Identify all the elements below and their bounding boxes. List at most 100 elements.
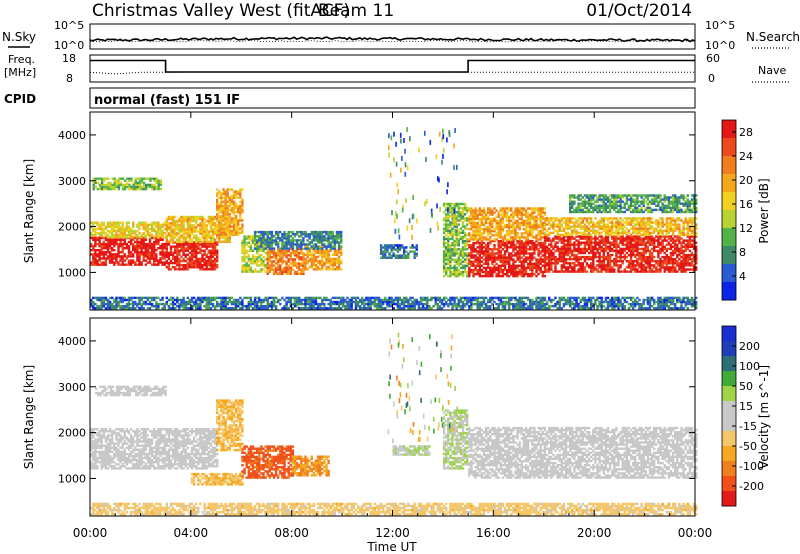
range-cell (102, 229, 105, 233)
range-cell (537, 232, 540, 235)
range-cell (562, 255, 566, 259)
range-cell (266, 252, 269, 255)
range-cell (184, 232, 187, 235)
range-cell (634, 249, 637, 253)
range-cell (205, 261, 208, 265)
range-cell (451, 233, 454, 237)
range-cell (484, 225, 488, 229)
range-cell (228, 217, 231, 220)
range-cell (461, 274, 465, 278)
range-cell (667, 258, 671, 261)
range-cell (503, 272, 507, 276)
range-cell (207, 255, 210, 259)
range-cell (524, 246, 528, 249)
range-cell (487, 232, 490, 235)
range-cell (531, 256, 534, 259)
range-cell (531, 215, 534, 218)
range-cell (180, 230, 183, 233)
range-cell (491, 272, 494, 276)
range-cell (552, 217, 555, 220)
range-cell (113, 181, 116, 185)
range-cell (108, 247, 112, 250)
range-cell (478, 262, 481, 265)
range-cell (564, 247, 568, 251)
range-cell (138, 225, 141, 229)
range-cell (625, 237, 629, 240)
range-cell (623, 270, 626, 273)
range-cell (220, 208, 223, 212)
range-cell (316, 259, 320, 263)
range-cell (560, 270, 563, 273)
range-cell (608, 262, 612, 265)
range-cell (648, 268, 652, 271)
range-cell (169, 238, 173, 241)
range-cell (405, 256, 408, 259)
range-cell (247, 249, 250, 253)
range-cell (119, 233, 122, 237)
range-cell (619, 264, 622, 267)
range-cell (260, 260, 263, 263)
range-cell (186, 245, 189, 248)
range-cell (98, 236, 101, 240)
range-cell (138, 261, 141, 264)
range-cell (182, 215, 185, 219)
range-cell (243, 247, 246, 251)
range-cell (449, 256, 452, 259)
range-cell (548, 247, 551, 251)
range-cell (102, 221, 105, 224)
range-cell (600, 227, 603, 230)
range-cell (590, 247, 593, 251)
range-cell (590, 221, 593, 224)
range-cell (478, 228, 481, 231)
range-cell (169, 259, 173, 263)
range-cell (550, 264, 553, 267)
range-cell (228, 208, 231, 212)
range-cell (209, 257, 213, 261)
range-cell (449, 264, 452, 267)
range-cell (232, 206, 236, 210)
range-cell (640, 237, 643, 240)
range-cell (182, 249, 185, 252)
range-cell (512, 223, 515, 227)
range-cell (581, 247, 584, 251)
range-cell (100, 227, 103, 231)
range-cell (684, 264, 687, 267)
range-cell (579, 255, 582, 259)
range-cell (157, 259, 160, 262)
range-cell (144, 238, 147, 242)
range-cell (548, 260, 551, 263)
range-cell (155, 249, 158, 252)
range-cell (442, 266, 446, 270)
range-cell (535, 221, 538, 225)
range-cell (102, 236, 105, 239)
range-cell (161, 257, 164, 260)
range-cell (564, 219, 568, 222)
range-cell (180, 247, 183, 250)
range-cell (119, 263, 122, 266)
range-cell (487, 254, 490, 257)
range-cell (300, 230, 303, 234)
range-cell (529, 219, 532, 223)
range-cell (569, 235, 572, 238)
range-cell (472, 254, 475, 257)
range-cell (648, 243, 652, 246)
range-cell (205, 245, 208, 248)
range-cell (247, 255, 250, 259)
range-cell (598, 231, 601, 234)
range-cell (108, 231, 112, 235)
range-cell (264, 264, 267, 267)
range-cell (455, 225, 458, 228)
range-cell (611, 241, 614, 244)
range-cell (526, 262, 530, 265)
range-cell (663, 247, 666, 251)
range-cell (665, 239, 668, 242)
range-cell (298, 264, 301, 267)
range-cell (94, 238, 97, 242)
range-cell (461, 229, 465, 232)
range-cell (482, 246, 486, 249)
range-cell (514, 244, 517, 247)
range-cell (165, 261, 168, 265)
range-cell (457, 244, 460, 247)
range-cell (648, 262, 652, 265)
range-cell (524, 244, 528, 247)
